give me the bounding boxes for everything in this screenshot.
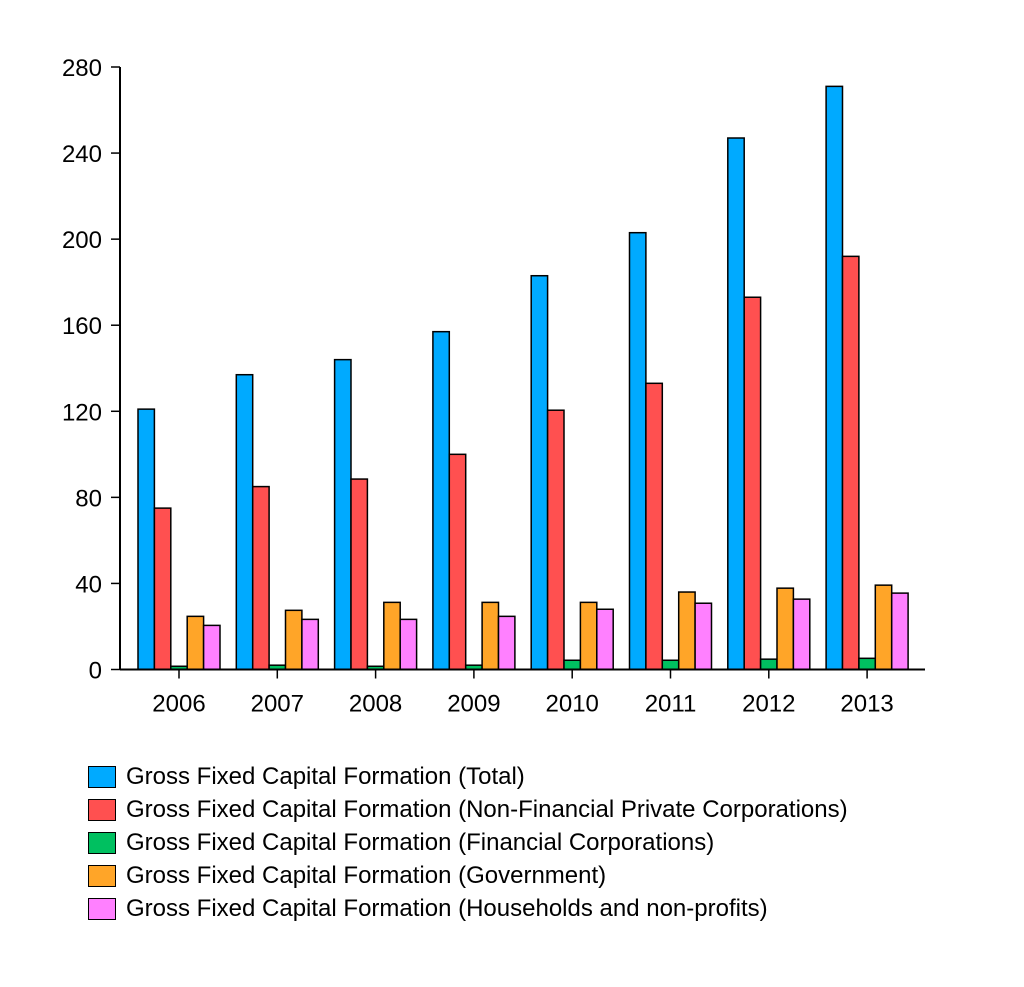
- x-tick-label-2007: 2007: [251, 691, 304, 718]
- legend-label: Gross Fixed Capital Formation (Total): [126, 762, 525, 790]
- bar-2012-series-0: [727, 137, 745, 671]
- bar-2010-series-4: [596, 608, 614, 671]
- bar-2006-series-4: [202, 624, 221, 671]
- legend-item: Gross Fixed Capital Formation (Financial…: [88, 826, 848, 859]
- bar-2007-series-1: [251, 485, 270, 671]
- legend-swatch: [88, 798, 116, 821]
- bar-2013-series-4: [890, 592, 909, 671]
- legend: Gross Fixed Capital Formation (Total) Gro…: [88, 760, 848, 925]
- y-tick-label-80: 80: [75, 485, 102, 512]
- bar-2011-series-0: [628, 231, 647, 671]
- legend-label: Gross Fixed Capital Formation (Financial…: [126, 828, 715, 856]
- legend-label: Gross Fixed Capital Formation (Non-Finan…: [126, 795, 848, 823]
- bar-2011-series-3: [677, 591, 696, 671]
- bar-2010-series-3: [579, 601, 598, 671]
- y-tick-label-40: 40: [75, 571, 102, 598]
- legend-item: Gross Fixed Capital Formation (Governmen…: [88, 859, 848, 892]
- y-tick-label-200: 200: [62, 227, 102, 254]
- bar-2006-series-1: [153, 507, 172, 671]
- x-tick-label-2010: 2010: [546, 691, 599, 718]
- bar-2012-series-4: [792, 598, 811, 671]
- bar-2008-series-0: [333, 358, 352, 671]
- y-tick-label-0: 0: [89, 658, 102, 685]
- x-tick-label-2006: 2006: [152, 691, 205, 718]
- legend-swatch: [88, 765, 116, 788]
- y-tick-label-160: 160: [62, 313, 102, 340]
- bar-2010-series-0: [530, 274, 549, 671]
- bar-2013-series-1: [841, 255, 860, 671]
- bar-2010-series-1: [546, 409, 565, 671]
- bar-2006-series-0: [137, 408, 156, 671]
- bar-2008-series-4: [399, 618, 418, 671]
- bar-2011-series-1: [645, 382, 664, 671]
- bar-2012-series-3: [776, 587, 795, 671]
- legend-label: Gross Fixed Capital Formation (Household…: [126, 894, 768, 922]
- bar-2009-series-3: [481, 601, 500, 671]
- bar-2006-series-3: [186, 615, 205, 671]
- legend-swatch: [88, 864, 116, 887]
- bar-2013-series-2: [858, 657, 877, 671]
- bar-2007-series-0: [235, 373, 254, 671]
- x-tick-label-2008: 2008: [349, 691, 402, 718]
- bar-2007-series-4: [301, 618, 320, 671]
- y-tick-label-240: 240: [62, 141, 102, 168]
- bar-2013-series-0: [825, 85, 844, 671]
- bar-2008-series-1: [350, 478, 369, 671]
- legend-label: Gross Fixed Capital Formation (Governmen…: [126, 861, 607, 889]
- y-tick-label-280: 280: [62, 55, 102, 82]
- legend-item: Gross Fixed Capital Formation (Non-Finan…: [88, 793, 848, 826]
- legend-item: Gross Fixed Capital Formation (Total): [88, 760, 848, 793]
- bar-2012-series-1: [743, 296, 762, 671]
- bar-2013-series-3: [874, 584, 893, 671]
- bar-2009-series-1: [448, 453, 467, 671]
- bar-2008-series-3: [383, 601, 401, 671]
- legend-swatch: [88, 897, 116, 920]
- bar-2007-series-3: [284, 609, 303, 671]
- x-tick-label-2013: 2013: [840, 691, 893, 718]
- bar-2011-series-4: [694, 602, 713, 671]
- y-tick-label-120: 120: [62, 399, 102, 426]
- bar-2009-series-0: [432, 330, 451, 671]
- bar-2012-series-2: [759, 658, 778, 671]
- bar-2009-series-4: [497, 615, 516, 671]
- x-tick-label-2012: 2012: [742, 691, 795, 718]
- bar-2011-series-2: [661, 659, 680, 671]
- legend-item: Gross Fixed Capital Formation (Household…: [88, 892, 848, 925]
- x-tick-label-2011: 2011: [645, 691, 697, 718]
- x-tick-label-2009: 2009: [447, 691, 500, 718]
- bar-2010-series-2: [563, 659, 582, 671]
- legend-swatch: [88, 831, 116, 854]
